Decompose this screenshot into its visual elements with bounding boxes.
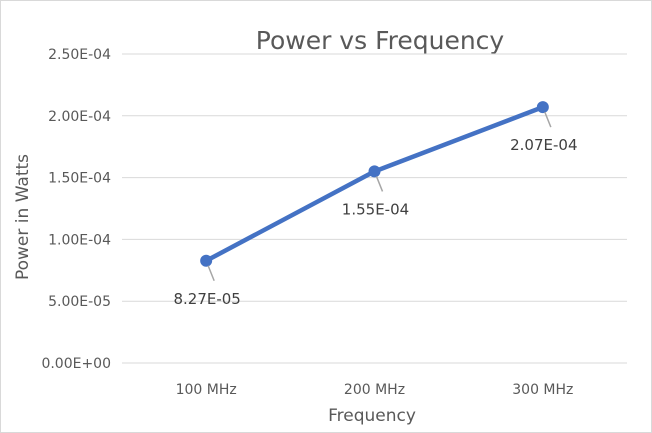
x-tick-label: 300 MHz [512,382,573,398]
y-axis-title: Power in Watts [13,154,33,280]
data-label: 2.07E-04 [510,136,577,154]
data-point [368,165,381,178]
data-label: 1.55E-04 [342,200,409,218]
data-label-leader [544,111,552,128]
y-tick-label: 1.00E-04 [48,232,111,248]
x-tick-label: 100 MHz [176,382,237,398]
data-labels: 8.27E-05 1.55E-04 2.07E-04 [173,111,578,308]
y-tick-label: 5.00E-05 [48,294,111,310]
y-tick-label: 2.50E-04 [48,47,111,63]
data-label: 8.27E-05 [173,290,240,308]
data-label-leader [375,176,384,192]
data-point [200,254,213,267]
series-group [200,101,549,267]
y-tick-label: 0.00E+00 [41,356,111,372]
x-tick-label: 200 MHz [344,382,405,398]
x-axis-title: Frequency [328,406,416,426]
gridlines [122,53,627,364]
y-tick-label: 1.50E-04 [48,171,111,187]
y-axis-tick-labels: 0.00E+00 5.00E-05 1.00E-04 1.50E-04 2.00E-04… [41,47,111,372]
x-axis-tick-labels: 100 MHz 200 MHz 300 MHz [176,382,574,398]
y-tick-label: 2.00E-04 [48,109,111,125]
data-label-leader [207,265,215,282]
chart-title: Power vs Frequency [256,26,505,55]
series-line [203,104,546,264]
data-point [536,101,549,114]
